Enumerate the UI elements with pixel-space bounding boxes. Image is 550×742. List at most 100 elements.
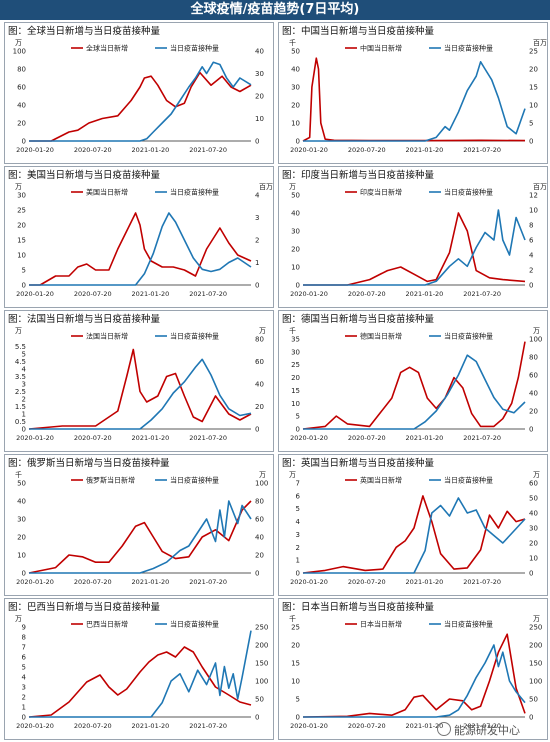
right-tick-label: 100 — [529, 678, 542, 686]
left-unit-label: 万 — [15, 183, 22, 191]
chart-title: 图：全球当日新增与当日疫苗接种量 — [8, 25, 161, 37]
left-tick-label: 3 — [22, 684, 26, 692]
left-tick-label: 50 — [291, 192, 300, 200]
x-tick-label: 2021-07-20 — [189, 722, 227, 730]
x-tick-label: 2021-07-20 — [463, 146, 501, 154]
right-tick-label: 0 — [255, 714, 259, 722]
legend-label: 印度当日新增 — [360, 188, 402, 197]
left-tick-label: 8 — [22, 634, 26, 642]
left-tick-label: 20 — [291, 642, 300, 650]
x-tick-label: 2021-07-20 — [463, 434, 501, 442]
cases-series-line — [29, 71, 252, 142]
left-unit-label: 千 — [289, 614, 296, 623]
right-tick-label: 6 — [529, 237, 534, 245]
chart-title: 图：中国当日新增与当日疫苗接种量 — [282, 25, 435, 37]
right-tick-label: 20 — [529, 66, 538, 74]
left-tick-label: 0 — [296, 138, 300, 146]
chart-title: 图：俄罗斯当日新增与当日疫苗接种量 — [8, 457, 170, 469]
right-tick-label: 200 — [255, 642, 268, 650]
cases-series-line — [302, 495, 526, 574]
chart-panel-8: 图：英国当日新增与当日疫苗接种量万 万 0 1 2 3 4 5 6 7 0 10 20 30 40 50 60 2… — [278, 454, 548, 596]
x-tick-label: 2021-07-20 — [463, 578, 501, 586]
right-tick-label: 20 — [255, 93, 264, 101]
right-tick-label: 12 — [529, 192, 538, 200]
right-tick-label: 40 — [529, 510, 538, 518]
vaccine-series-line — [29, 500, 252, 574]
left-tick-label: 2 — [22, 694, 26, 702]
chart-title: 图：美国当日新增与当日疫苗接种量 — [8, 169, 161, 181]
left-tick-label: 20 — [17, 534, 26, 542]
legend-label: 当日疫苗接种量 — [444, 620, 493, 629]
right-tick-label: 0 — [529, 714, 533, 722]
right-tick-label: 40 — [255, 381, 264, 389]
right-tick-label: 1 — [255, 259, 259, 267]
right-tick-label: 100 — [529, 336, 542, 344]
vaccine-series-line — [303, 644, 526, 718]
right-tick-label: 20 — [255, 403, 264, 411]
left-tick-label: 2 — [296, 544, 300, 552]
left-unit-label: 万 — [289, 471, 296, 479]
left-tick-label: 4 — [22, 674, 27, 682]
left-tick-label: 0 — [22, 570, 26, 578]
right-tick-label: 100 — [255, 678, 268, 686]
chart-panel-4: 图：印度当日新增与当日疫苗接种量万 百万 0 10 20 30 40 50 0 2 4 6 8 10 12 2… — [278, 166, 548, 308]
legend-label: 法国当日新增 — [86, 332, 128, 341]
x-tick-label: 2020-07-20 — [74, 434, 112, 442]
x-tick-label: 2021-01-20 — [406, 722, 444, 730]
right-tick-label: 30 — [255, 70, 264, 78]
cases-series-line — [302, 57, 526, 142]
left-tick-label: 5 — [22, 267, 26, 275]
x-tick-label: 2021-07-20 — [463, 722, 501, 730]
watermark-text: 能源研发中心 — [454, 724, 520, 737]
left-tick-label: 10 — [291, 120, 300, 128]
cases-series-line — [28, 646, 252, 718]
cases-series-line — [29, 212, 252, 286]
right-tick-label: 10 — [255, 115, 264, 123]
right-tick-label: 80 — [529, 354, 538, 362]
legend-label: 中国当日新增 — [360, 44, 402, 53]
right-tick-label: 150 — [529, 660, 542, 668]
right-tick-label: 250 — [255, 624, 268, 632]
chart-panel-7: 图：俄罗斯当日新增与当日疫苗接种量千 万 0 10 20 30 40 50 0 20 40 60 80 1… — [4, 454, 274, 596]
left-tick-label: 4 — [22, 366, 27, 374]
left-tick-label: 20 — [17, 222, 26, 230]
right-unit-label: 万 — [259, 471, 266, 479]
right-tick-label: 10 — [529, 555, 538, 563]
right-tick-label: 60 — [529, 372, 538, 380]
right-tick-label: 0 — [255, 282, 259, 290]
right-tick-label: 0 — [255, 570, 259, 578]
x-tick-label: 2021-07-20 — [189, 146, 227, 154]
right-tick-label: 20 — [529, 408, 538, 416]
right-tick-label: 10 — [529, 207, 538, 215]
left-tick-label: 40 — [17, 498, 26, 506]
x-tick-label: 2020-01-20 — [290, 146, 328, 154]
x-tick-label: 2021-07-20 — [463, 290, 501, 298]
chart-panel-3: 图：美国当日新增与当日疫苗接种量万 百万 0 5 10 15 20 25 30 0 1 2 3 4 2020… — [4, 166, 274, 308]
x-tick-label: 2020-07-20 — [348, 434, 386, 442]
left-tick-label: 3 — [296, 531, 300, 539]
right-tick-label: 2 — [529, 267, 533, 275]
cases-series-line — [28, 348, 252, 430]
legend-label: 当日疫苗接种量 — [170, 44, 219, 53]
left-tick-label: 7 — [296, 480, 300, 488]
chart-title: 图：日本当日新增与当日疫苗接种量 — [282, 601, 435, 613]
left-tick-label: 20 — [291, 374, 300, 382]
right-unit-label: 百万 — [533, 183, 547, 191]
legend-label: 当日疫苗接种量 — [444, 332, 493, 341]
left-tick-label: 30 — [291, 228, 300, 236]
left-tick-label: 40 — [291, 210, 300, 218]
right-tick-label: 20 — [529, 540, 538, 548]
right-tick-label: 0 — [529, 138, 533, 146]
left-tick-label: 5 — [296, 505, 300, 513]
right-tick-label: 50 — [255, 696, 264, 704]
left-tick-label: 0 — [22, 138, 26, 146]
cases-series-line — [28, 500, 252, 574]
legend-label: 当日疫苗接种量 — [170, 476, 219, 485]
legend-label: 德国当日新增 — [360, 332, 402, 341]
legend-label: 当日疫苗接种量 — [444, 476, 493, 485]
right-tick-label: 80 — [255, 498, 264, 506]
left-tick-label: 1.5 — [15, 403, 26, 411]
